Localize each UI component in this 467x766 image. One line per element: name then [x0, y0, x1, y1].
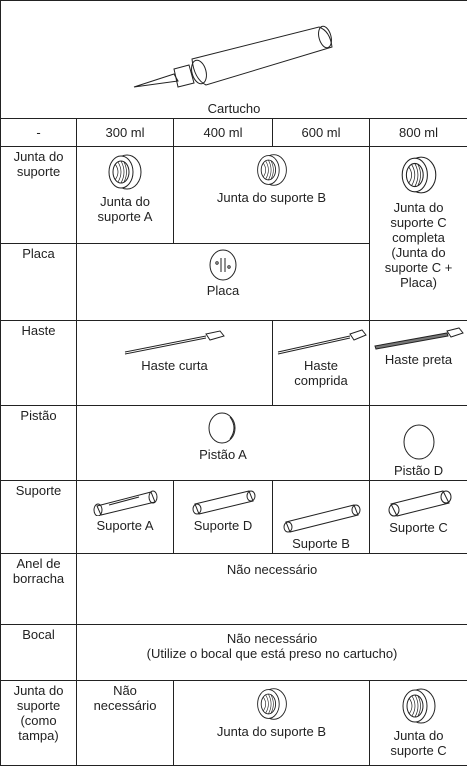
column-header: 800 ml: [370, 119, 467, 147]
cell: Junta do suporte A: [77, 147, 174, 244]
cell-text: Suporte C: [389, 520, 448, 535]
row-label: Anel de bor­racha: [1, 554, 77, 625]
nut-icon: [398, 152, 440, 198]
cell: Não necessário: [77, 681, 174, 766]
cell: Placa: [77, 244, 370, 321]
caption: Cartucho: [208, 101, 261, 116]
cell-text: Junta do suporte A: [98, 194, 153, 224]
column-header: 600 ml: [273, 119, 370, 147]
cell-text: Pistão A: [199, 447, 247, 462]
support-icon: [278, 500, 364, 534]
support-icon: [383, 486, 455, 518]
row-label: Pistão: [1, 406, 77, 481]
cell-text: Não necessário: [94, 683, 157, 713]
row-label: Bocal: [1, 625, 77, 681]
rod-icon: [276, 326, 368, 356]
row-label: Haste: [1, 321, 77, 406]
column-header: -: [1, 119, 77, 147]
row-label: Suporte: [1, 481, 77, 554]
support-icon: [89, 486, 161, 516]
cell: Suporte A: [77, 481, 174, 554]
cell: Junta do suporte C completa (Junta do su…: [370, 147, 467, 321]
support-icon: [187, 486, 259, 516]
cell-text: Junta do suporte B: [217, 724, 326, 739]
cell: Não necessário: [77, 554, 467, 625]
cell: Junta do suporte C: [370, 681, 467, 766]
row-label: Junta do suporte (como tampa): [1, 681, 77, 766]
cell: Pistão D: [370, 406, 467, 481]
cell-text: Junta do suporte C: [390, 728, 446, 758]
cell-text: Não necessário: [227, 562, 317, 577]
cell: Junta do suporte B: [174, 147, 370, 244]
cell: Pistão A: [77, 406, 370, 481]
cell-text: Haste comprida: [294, 358, 347, 388]
cell-text: Suporte B: [292, 536, 350, 551]
column-header: 300 ml: [77, 119, 174, 147]
nut-icon: [399, 686, 439, 726]
cell-text: Pistão D: [394, 463, 443, 478]
cell-text: Junta do suporte C completa (Junta do su…: [385, 200, 453, 290]
rod-icon: [373, 326, 465, 350]
piston-icon: [206, 411, 240, 445]
nut-icon: [254, 686, 290, 722]
nut-icon: [105, 152, 145, 192]
column-header: 400 ml: [174, 119, 273, 147]
cell-text: Placa: [207, 283, 240, 298]
piston-icon: [401, 423, 437, 461]
cartridge-icon: [114, 19, 354, 99]
cell: Suporte C: [370, 481, 467, 554]
cell-text: Suporte D: [194, 518, 253, 533]
cell: Haste curta: [77, 321, 273, 406]
cell: Haste preta: [370, 321, 467, 406]
cell: Suporte B: [273, 481, 370, 554]
cell: Não necessário(Utilize o bocal que está …: [77, 625, 467, 681]
cell: Suporte D: [174, 481, 273, 554]
header-cell: Cartucho: [1, 1, 467, 119]
cell-text: Haste curta: [141, 358, 207, 373]
cell-text: Junta do suporte B: [217, 190, 326, 205]
row-label: Junta do suporte: [1, 147, 77, 244]
rod-icon: [120, 326, 230, 356]
nut-icon: [254, 152, 290, 188]
plate-icon: [208, 249, 238, 281]
cell-text: Haste preta: [385, 352, 452, 367]
cell-text: Não necessário: [80, 631, 464, 646]
cell: Haste comprida: [273, 321, 370, 406]
cell-text: Suporte A: [96, 518, 153, 533]
cell-note: (Utilize o bocal que está preso no cartu…: [80, 646, 464, 661]
row-label: Placa: [1, 244, 77, 321]
cell: Junta do suporte B: [174, 681, 370, 766]
